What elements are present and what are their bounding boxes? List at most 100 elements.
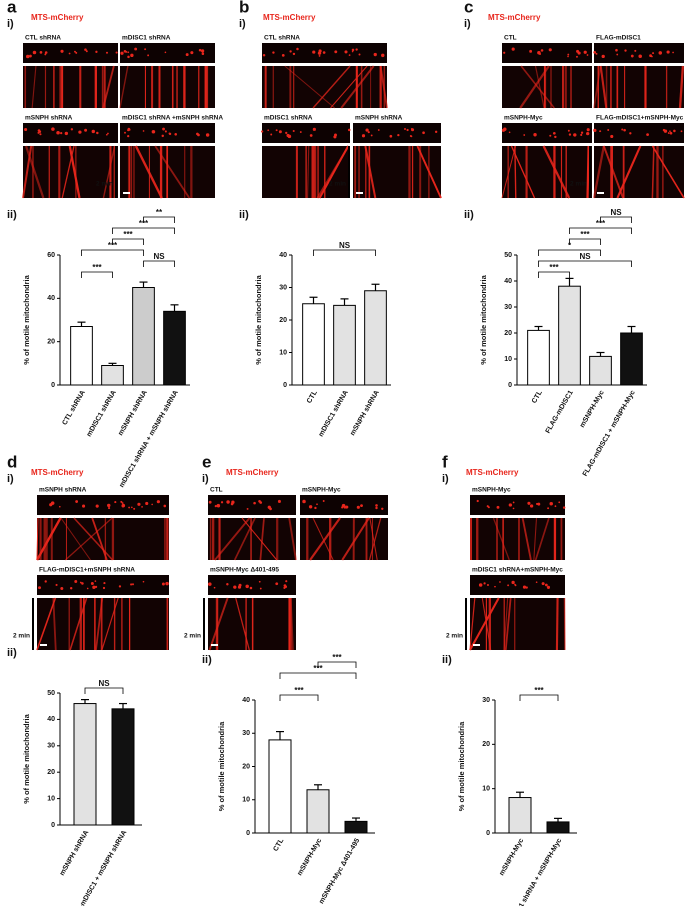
mito-dot [163,504,167,508]
kymograph-trace [602,145,624,199]
mito-dot [92,585,96,589]
bar [333,304,356,386]
x-tick-label: mDISC1 shRNA [86,389,118,438]
mito-dot [275,582,279,586]
y-tick-label: 10 [504,356,512,363]
mito-dot [355,48,358,51]
mito-dot [124,131,126,134]
mito-dot [283,586,286,589]
mito-dot [575,55,578,58]
y-tick-label: 10 [279,349,287,356]
kymograph [37,598,169,650]
mito-dot [680,130,683,133]
mito-dot [576,49,580,53]
mito-dot [348,54,351,57]
part-label: ii) [239,209,249,221]
significance-label: NS [98,679,110,688]
image-label: CTL [210,487,223,494]
significance-label: NS [339,241,351,250]
kymograph-trace [599,65,608,109]
kymograph [23,66,118,108]
mito-dot [334,133,337,137]
bar [73,703,97,826]
mito-dot [511,580,515,585]
image-label: mSNPH shRNA [25,115,73,122]
panel-letter: e [202,452,211,471]
y-tick-label: 0 [283,382,287,389]
x-tick-label: mSNPH-Myc [498,837,525,877]
kymograph-trace [259,517,265,561]
mito-dot [156,500,160,504]
significance-bracket [279,672,357,679]
mito-dot [121,502,124,504]
mito-dot [314,506,317,510]
mito-dot [226,500,230,504]
x-tick-label: mSNPH shRNA [349,389,381,437]
mito-dot [32,50,37,55]
mito-dot [541,582,545,586]
image-strip [470,495,565,515]
mito-dot [652,52,655,55]
kymograph-trace [307,145,310,199]
kymograph-trace [68,145,81,199]
mito-dot [514,584,517,587]
mito-dot [289,50,292,53]
mito-dot [347,128,351,132]
mito-dot [316,503,318,506]
mito-dot [351,50,354,53]
y-axis-label: % of motile mitochondria [217,721,226,811]
y-tick-label: 40 [279,252,287,259]
mito-dot [259,587,262,590]
mito-dot [508,503,513,507]
mito-dot [69,587,73,590]
image-strip [594,123,684,143]
mito-dot [547,507,550,510]
mito-dot [162,127,165,131]
mito-dot [525,586,528,589]
x-tick-label: mSNPH-Myc [296,837,323,877]
significance-label: NS [610,208,622,217]
mito-dot [60,49,64,53]
scale-label: 2 min [446,633,463,640]
mito-dot [544,583,548,587]
image-label: mSNPH-Myc [302,487,341,494]
scale-bar-x [123,192,130,194]
kymograph-trace [208,597,229,651]
kymograph-trace [233,517,256,561]
mito-dot [344,505,348,509]
image-label: FLAG-mDISC1+mSNPH shRNA [39,567,135,574]
mito-dot [663,129,668,133]
mito-dot [185,53,189,57]
mito-dot [549,502,553,506]
part-label: ii) [7,647,17,659]
mito-dot [397,133,400,137]
kymograph-trace [504,597,512,651]
mito-dot [568,133,572,136]
bar [163,310,186,386]
mito-dot [29,55,32,58]
panel-letter: b [239,0,249,16]
significance-bracket [538,260,632,267]
significance-bracket [569,227,632,234]
stain-label: MTS-mCherry [31,468,84,477]
mito-dot [142,130,145,132]
part-label: ii) [202,654,212,666]
mito-dot [285,131,288,135]
mito-dot [70,128,74,131]
mito-dot [142,580,145,583]
y-tick-label: 0 [51,382,55,389]
mito-dot [409,134,412,138]
mito-dot [90,582,94,585]
kymograph [470,518,565,560]
kymograph-trace [134,145,163,199]
mito-dot [286,133,290,138]
mito-dot [361,134,366,138]
kymograph-trace [119,65,129,109]
image-strip [262,123,350,143]
mito-dot [623,128,626,132]
mito-dot [226,583,229,586]
significance-label: NS [153,252,165,261]
kymograph-trace [154,145,191,199]
mito-dot [523,134,526,136]
